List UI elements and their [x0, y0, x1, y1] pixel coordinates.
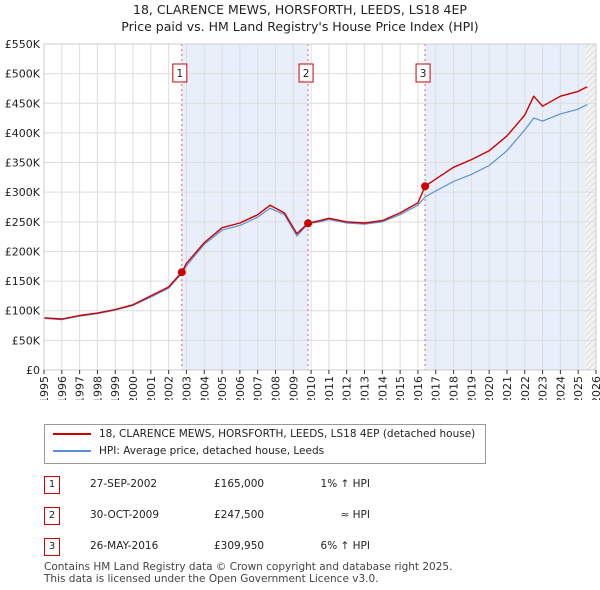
legend-swatch-hpi — [53, 450, 91, 452]
y-tick-label: £250K — [5, 216, 41, 229]
forecast-hatch — [585, 90, 596, 103]
footer-copyright: Contains HM Land Registry data © Crown c… — [44, 561, 453, 573]
x-tick-label: 2019 — [465, 376, 478, 400]
x-tick-label: 1995 — [38, 376, 51, 400]
x-tick-label: 2017 — [430, 376, 443, 400]
legend-label-property: 18, CLARENCE MEWS, HORSFORTH, LEEDS, LS1… — [99, 428, 476, 440]
x-tick-label: 2006 — [234, 376, 247, 400]
sale-point — [421, 182, 430, 191]
x-tick-label: 2009 — [287, 376, 300, 400]
sale-point — [177, 268, 186, 277]
transaction-row: 1 27-SEP-2002 £165,000 1% ↑ HPI — [44, 476, 564, 494]
chart-title: 18, CLARENCE MEWS, HORSFORTH, LEEDS, LS1… — [133, 2, 467, 17]
sale-label: 2 — [303, 68, 310, 80]
x-tick-label: 1996 — [56, 376, 69, 400]
forecast-hatch — [585, 96, 596, 109]
x-tick-label: 2010 — [305, 376, 318, 400]
transaction-price: £309,950 — [214, 540, 265, 552]
forecast-hatch — [585, 204, 596, 217]
legend-label-hpi: HPI: Average price, detached house, Leed… — [99, 445, 325, 457]
x-tick-label: 2002 — [163, 376, 176, 400]
x-tick-label: 2025 — [572, 376, 585, 400]
y-tick-label: £400K — [5, 127, 41, 140]
transaction-number-badge: 1 — [44, 476, 60, 494]
sale-label-box — [172, 63, 188, 83]
chart-subtitle: Price paid vs. HM Land Registry's House … — [121, 19, 479, 34]
transaction-number-badge: 2 — [44, 507, 60, 525]
x-tick-label: 1999 — [109, 376, 122, 400]
x-tick-label: 2018 — [448, 376, 461, 400]
transaction-price: £247,500 — [214, 509, 265, 521]
transaction-date: 26-MAY-2016 — [90, 540, 159, 552]
legend-item-property: 18, CLARENCE MEWS, HORSFORTH, LEEDS, LS1… — [53, 428, 475, 444]
forecast-region — [585, 44, 596, 370]
transaction-hpi: ≈ HPI — [340, 509, 370, 521]
legend-item-hpi: HPI: Average price, detached house, Leed… — [53, 445, 324, 461]
y-tick-label: £350K — [5, 157, 41, 170]
x-tick-label: 2026 — [590, 376, 600, 400]
y-tick-label: £200K — [5, 245, 41, 258]
forecast-hatch — [585, 198, 596, 211]
x-tick-label: 2024 — [554, 376, 567, 400]
x-tick-label: 2021 — [501, 376, 514, 400]
transaction-row: 3 26-MAY-2016 £309,950 6% ↑ HPI — [44, 538, 564, 556]
y-tick-label: £0 — [26, 364, 40, 377]
x-tick-label: 2023 — [537, 376, 550, 400]
x-tick-label: 2015 — [394, 376, 407, 400]
y-tick-label: £150K — [5, 275, 41, 288]
forecast-hatch — [585, 306, 596, 319]
sale-point — [304, 219, 313, 228]
x-tick-label: 2011 — [323, 376, 336, 400]
y-tick-label: £550K — [5, 38, 41, 51]
sale-label: 1 — [176, 68, 183, 80]
x-tick-label: 2004 — [198, 376, 211, 400]
y-tick-label: £500K — [5, 68, 41, 81]
ownership-period-band — [425, 44, 586, 370]
y-tick-label: £300K — [5, 186, 41, 199]
x-tick-label: 2012 — [341, 376, 354, 400]
y-tick-label: £450K — [5, 97, 41, 110]
transaction-date: 30-OCT-2009 — [90, 509, 159, 521]
x-tick-label: 2007 — [252, 376, 265, 400]
x-tick-label: 2001 — [145, 376, 158, 400]
y-tick-label: £100K — [5, 305, 41, 318]
footer-licence: This data is licensed under the Open Gov… — [44, 573, 379, 585]
x-tick-label: 1997 — [74, 376, 87, 400]
x-tick-label: 2014 — [376, 376, 389, 400]
transaction-hpi: 1% ↑ HPI — [320, 478, 370, 490]
price-chart: 1 2 3 £0 £50K £100K £150K £200K £250K £300K £350K… — [5, 38, 600, 400]
ownership-period-band — [181, 44, 309, 370]
sale-label-box — [415, 63, 431, 83]
sale-label: 3 — [420, 68, 427, 80]
plot-border — [43, 43, 597, 371]
legend-swatch-property — [53, 433, 91, 435]
hpi-line — [43, 103, 588, 321]
legend: 18, CLARENCE MEWS, HORSFORTH, LEEDS, LS1… — [44, 424, 486, 464]
forecast-hatch — [585, 312, 596, 325]
x-tick-label: 2000 — [127, 376, 140, 400]
transaction-number-badge: 3 — [44, 538, 60, 556]
x-tick-label: 1998 — [91, 376, 104, 400]
transaction-row: 2 30-OCT-2009 £247,500 ≈ HPI — [44, 507, 564, 525]
x-tick-label: 2008 — [269, 376, 282, 400]
x-tick-label: 2005 — [216, 376, 229, 400]
property-price-line — [43, 86, 588, 320]
x-tick-label: 2016 — [412, 376, 425, 400]
transaction-price: £165,000 — [214, 478, 265, 490]
transaction-hpi: 6% ↑ HPI — [320, 540, 370, 552]
x-tick-label: 2022 — [519, 376, 532, 400]
sale-label-box — [298, 63, 314, 83]
x-tick-label: 2003 — [180, 376, 193, 400]
transaction-date: 27-SEP-2002 — [90, 478, 158, 490]
x-tick-label: 2013 — [359, 376, 372, 400]
x-tick-label: 2020 — [483, 376, 496, 400]
y-tick-label: £50K — [12, 334, 41, 347]
